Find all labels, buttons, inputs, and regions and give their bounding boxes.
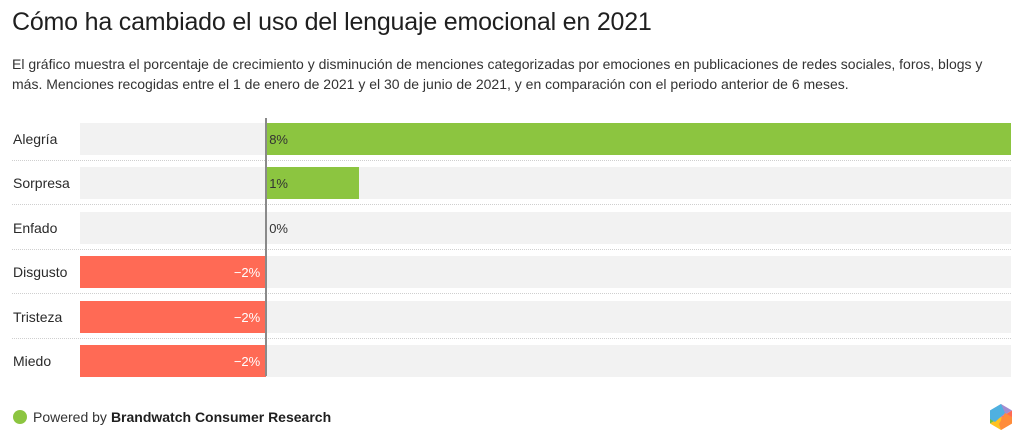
powered-by-footer: Powered by Brandwatch Consumer Research [13, 409, 331, 425]
category-label: Miedo [13, 353, 52, 369]
bar-track [80, 211, 1011, 244]
bar-row: Sorpresa 1% [0, 162, 1024, 206]
brandwatch-logo-icon [990, 404, 1012, 430]
bar-row: Tristeza −2% [0, 296, 1024, 340]
row-separator [12, 248, 1011, 250]
chart-subtitle: El gráfico muestra el porcentaje de crec… [12, 56, 983, 92]
chart-title: Cómo ha cambiado el uso del lenguaje emo… [12, 8, 652, 36]
bar-row: Alegría 8% [0, 118, 1024, 162]
row-separator [12, 160, 1011, 161]
bar-row: Disgusto −2% [0, 251, 1024, 295]
zero-axis-line [265, 118, 268, 376]
bar-row: Miedo −2% [0, 340, 1024, 384]
category-label: Sorpresa [13, 175, 70, 192]
footer-prefix: Powered by [33, 409, 107, 425]
category-label: Alegría [13, 131, 58, 147]
value-label: 1% [269, 176, 288, 192]
bar-sorpresa[interactable] [266, 167, 360, 200]
bar-chart: Alegría 8% Sorpresa 1% Enfado 0% Disgusto −2% Tr… [0, 118, 1024, 384]
row-separator [12, 204, 1011, 206]
bar-track [80, 167, 1011, 200]
bar-tristeza[interactable] [80, 300, 267, 333]
row-separator [12, 337, 1011, 339]
brand-dot-icon [13, 410, 27, 424]
bar-miedo[interactable] [80, 345, 267, 377]
row-separator [12, 293, 1011, 295]
value-label: −2% [233, 309, 261, 325]
value-label: 0% [269, 220, 288, 236]
bar-row: Enfado 0% [0, 207, 1024, 251]
category-label: Enfado [13, 219, 58, 236]
bar-alegría[interactable] [266, 123, 1011, 155]
bar-disgusto[interactable] [80, 256, 267, 289]
category-label: Tristeza [13, 308, 63, 325]
value-label: −2% [233, 354, 261, 369]
category-label: Disgusto [13, 264, 68, 281]
value-label: 8% [269, 132, 288, 147]
value-label: −2% [233, 265, 261, 281]
footer-brand[interactable]: Brandwatch Consumer Research [110, 409, 332, 425]
